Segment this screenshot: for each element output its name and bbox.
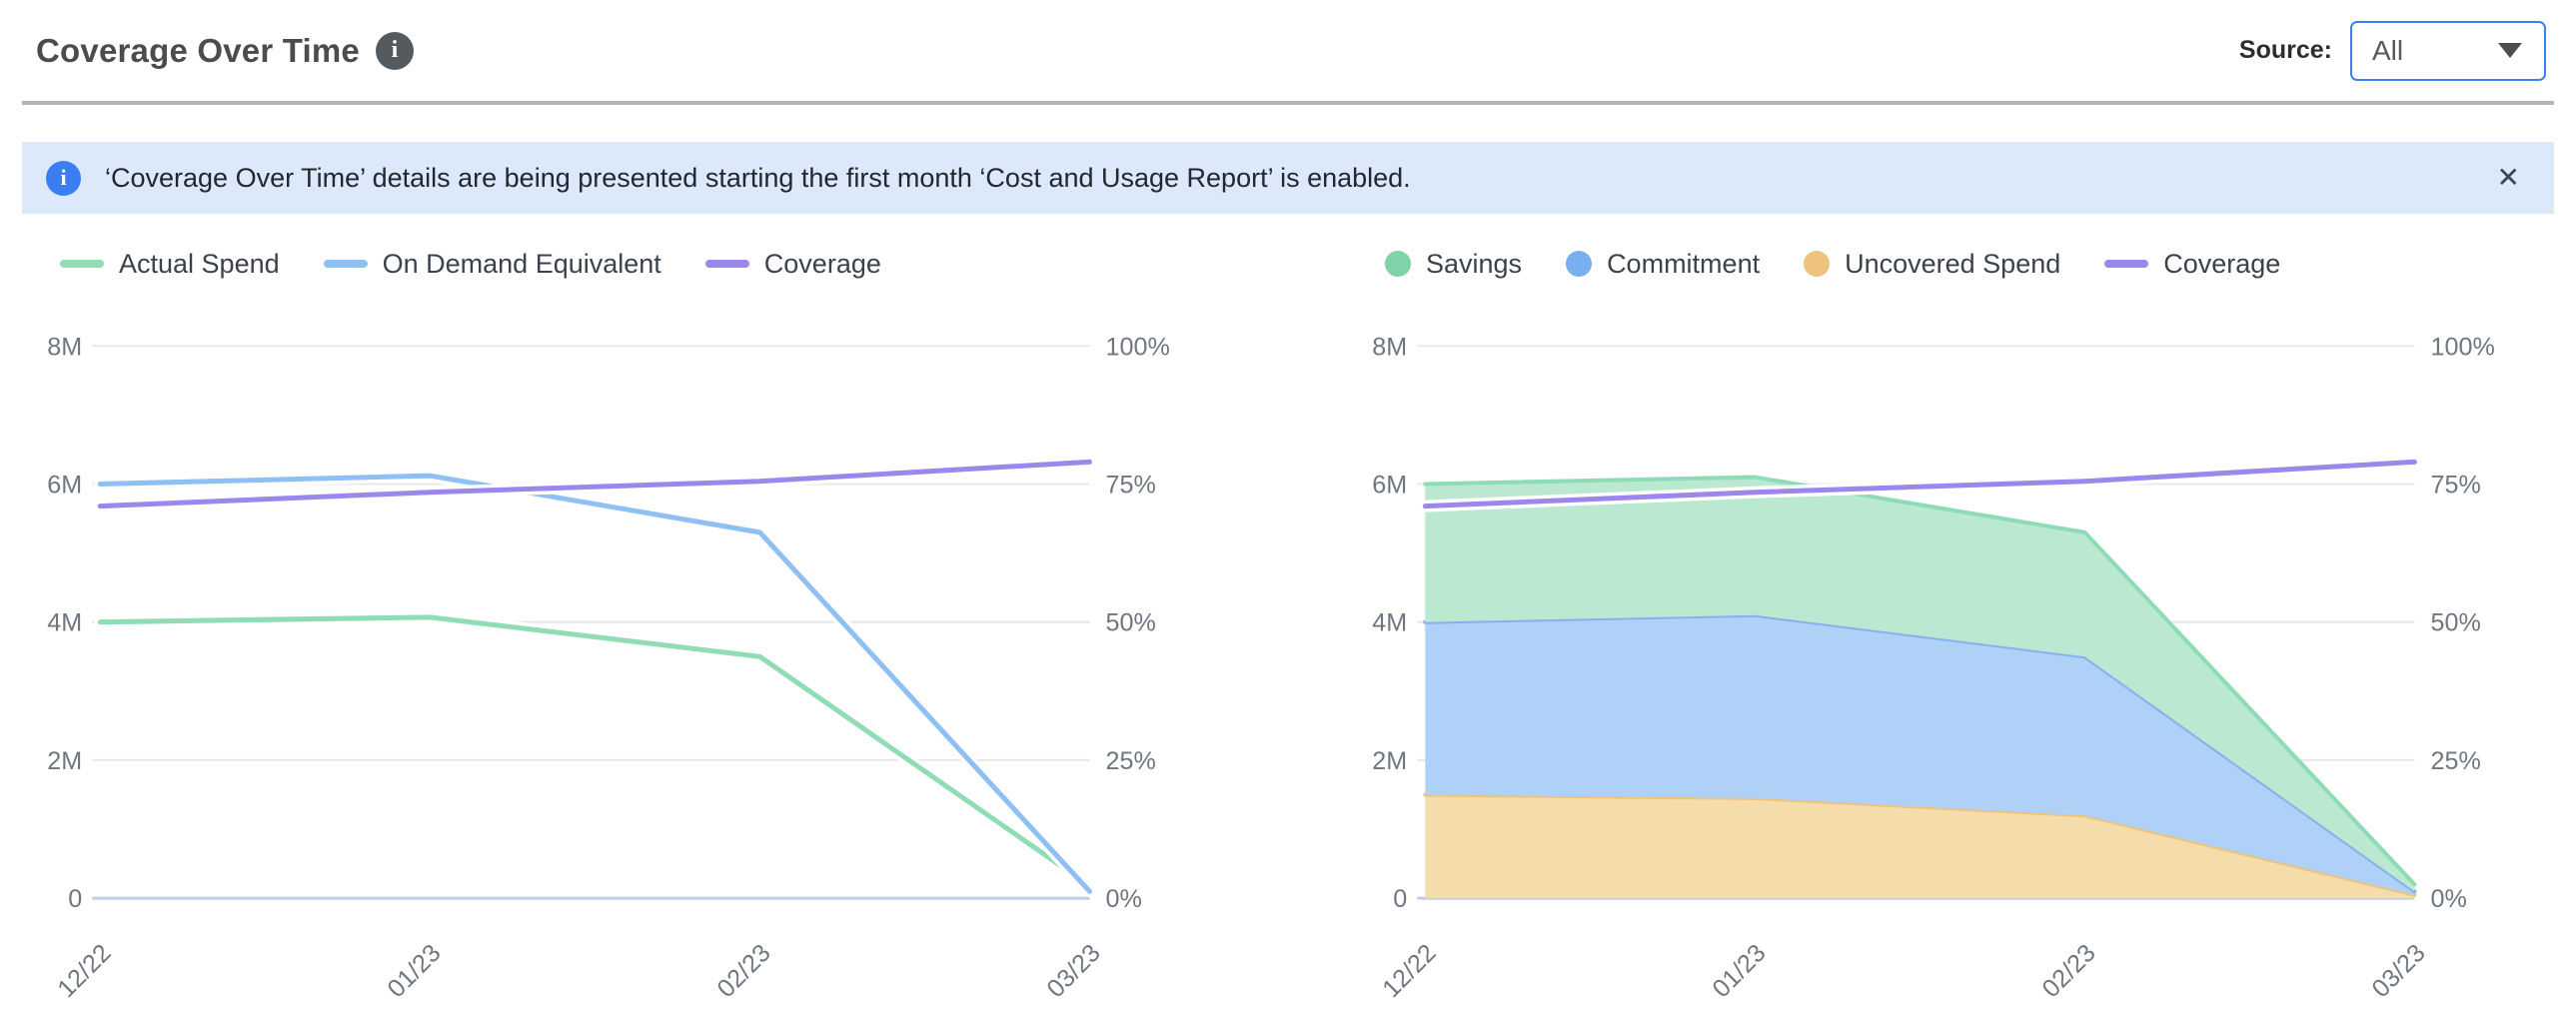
- line-chart-svg: 8M 100% 6M 75% 4M 50% 2M 25% 0 0% 12/22 01/23 02/23 0…: [47, 333, 1170, 999]
- legend-item-on-demand-equivalent[interactable]: On Demand Equivalent: [323, 248, 661, 280]
- header-divider: [22, 101, 2554, 105]
- panel-header: Coverage Over Time i Source: All: [0, 0, 2576, 101]
- area-uncovered-spend: [1425, 794, 2415, 899]
- x-axis-tick: 01/23: [1707, 939, 1771, 999]
- legend-item-coverage[interactable]: Coverage: [2104, 249, 2280, 280]
- legend-item-savings[interactable]: Savings: [1385, 249, 1522, 280]
- line-coverage: [97, 459, 1092, 509]
- line-halo: [94, 470, 1096, 898]
- area-savings: [1425, 477, 2415, 892]
- title-row: Coverage Over Time i: [36, 31, 414, 70]
- legend-item-actual-spend[interactable]: Actual Spend: [60, 249, 280, 280]
- x-axis-tick: 01/23: [382, 939, 446, 999]
- left-axis-tick: 6M: [1372, 472, 1407, 500]
- legend-dot-swatch: [1566, 251, 1593, 277]
- left-axis-tick: 0: [1393, 885, 1407, 913]
- legend-line-swatch: [323, 260, 368, 268]
- right-axis-tick: 25%: [1106, 747, 1156, 775]
- left-axis-tick: 6M: [47, 472, 82, 500]
- x-axis-tick: 03/23: [2366, 939, 2430, 999]
- left-axis-tick: 2M: [1372, 747, 1407, 775]
- x-axis-tick: 02/23: [711, 939, 775, 999]
- area-commitment: [1425, 614, 2415, 895]
- area-edge-savings: [1423, 475, 2417, 887]
- left-axis-tick: 8M: [47, 333, 82, 361]
- right-axis-tick: 75%: [2431, 472, 2481, 500]
- legend-item-coverage[interactable]: Coverage: [704, 248, 881, 280]
- right-axis-tick: 50%: [2431, 609, 2481, 637]
- info-icon: i: [46, 160, 81, 196]
- right-axis-tick: 0%: [1106, 885, 1142, 913]
- legend-label: Coverage: [763, 248, 881, 279]
- legend-item-uncovered-spend[interactable]: Uncovered Spend: [1804, 249, 2060, 280]
- legend-label: On Demand Equivalent: [382, 248, 661, 279]
- legend-label: Savings: [1426, 248, 1523, 279]
- page-title: Coverage Over Time: [36, 31, 360, 69]
- right-axis-tick: 25%: [2431, 747, 2481, 775]
- legend-label: Actual Spend: [119, 248, 280, 279]
- line-on-demand-equivalent: [97, 473, 1092, 894]
- legend-line-swatch: [60, 260, 104, 268]
- x-axis-tick: 03/23: [1041, 939, 1105, 999]
- legend-label: Coverage: [2163, 248, 2281, 279]
- source-label: Source:: [2238, 36, 2332, 64]
- right-axis-tick: 0%: [2431, 885, 2467, 913]
- banner-text: ‘Coverage Over Time’ details are being p…: [105, 162, 1411, 193]
- legend-line-swatch: [2104, 260, 2149, 268]
- right-axis-tick: 100%: [2431, 333, 2495, 361]
- line-halo: [94, 610, 1096, 892]
- left-axis-tick: 8M: [1372, 333, 1407, 361]
- area-chart-svg: 8M 100% 6M 75% 4M 50% 2M 25% 0 0% 12/22 01/23 02/23 0…: [1372, 333, 2495, 999]
- x-axis-tick: 12/22: [1377, 939, 1441, 999]
- info-banner: i ‘Coverage Over Time’ details are being…: [22, 142, 2554, 214]
- x-axis-tick: 02/23: [2036, 939, 2100, 999]
- source-control: Source: All: [2238, 20, 2546, 81]
- spend-line-chart: Actual Spend On Demand Equivalent Coverage…: [40, 240, 1195, 999]
- chevron-down-icon: [2498, 43, 2522, 58]
- info-icon[interactable]: i: [375, 31, 414, 70]
- left-axis-tick: 4M: [47, 609, 82, 637]
- left-axis-tick: 4M: [1372, 609, 1407, 637]
- left-axis-tick: 0: [68, 885, 82, 913]
- legend-dot-swatch: [1385, 251, 1411, 277]
- charts-row: Actual Spend On Demand Equivalent Coverage…: [0, 214, 2576, 999]
- line-coverage: [1422, 459, 2417, 509]
- right-axis-tick: 75%: [1106, 472, 1156, 500]
- legend-dot-swatch: [1804, 251, 1831, 277]
- legend-item-commitment[interactable]: Commitment: [1566, 249, 1760, 280]
- right-axis-tick: 50%: [1106, 609, 1156, 637]
- source-dropdown-value: All: [2372, 34, 2404, 66]
- coverage-area-chart: Savings Commitment Uncovered Spend Coverage…: [1365, 240, 2520, 999]
- legend-label: Commitment: [1607, 248, 1761, 279]
- left-axis-tick: 2M: [47, 747, 82, 775]
- x-axis-tick: 12/22: [52, 939, 116, 999]
- line-chart-legend: Actual Spend On Demand Equivalent Coverage: [40, 240, 1195, 288]
- right-axis-tick: 100%: [1106, 333, 1170, 361]
- line-actual-spend: [97, 614, 1092, 889]
- legend-line-swatch: [704, 260, 749, 268]
- area-edge-commitment: [1423, 612, 2417, 894]
- close-icon[interactable]: ✕: [2496, 162, 2520, 193]
- source-dropdown[interactable]: All: [2350, 20, 2546, 81]
- area-chart-legend: Savings Commitment Uncovered Spend Coverage: [1365, 240, 2520, 288]
- legend-label: Uncovered Spend: [1845, 248, 2061, 279]
